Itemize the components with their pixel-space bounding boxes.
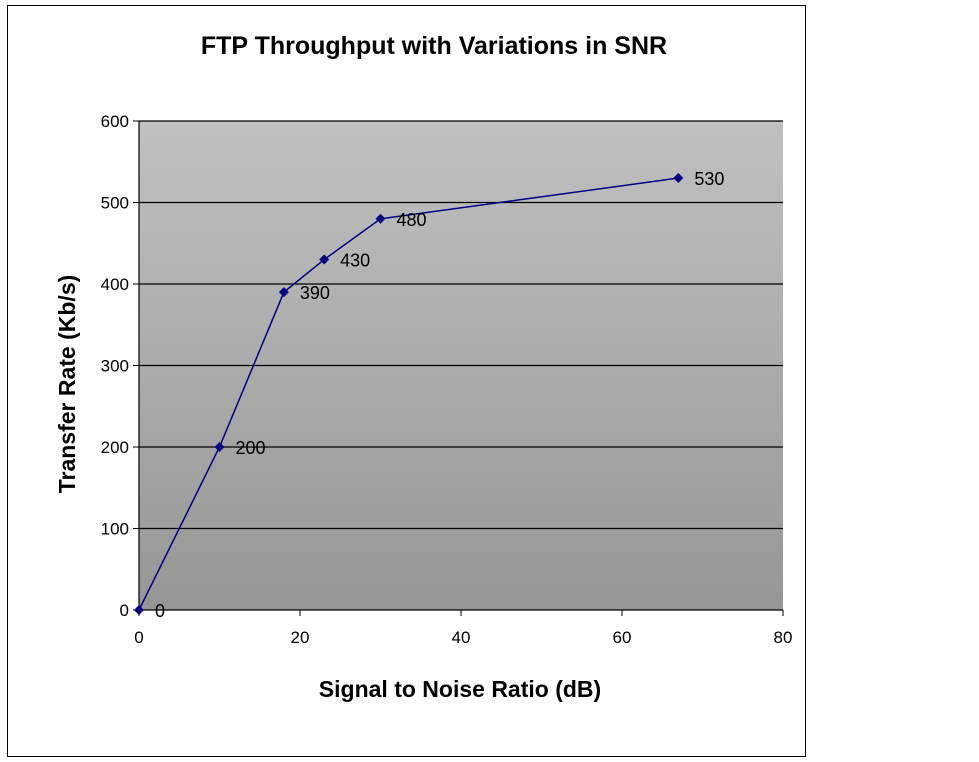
chart-title: FTP Throughput with Variations in SNR	[201, 32, 667, 60]
data-label: 530	[694, 169, 724, 189]
data-label: 0	[155, 601, 165, 621]
y-tick-label: 100	[101, 520, 129, 539]
data-label: 200	[236, 438, 266, 458]
data-point	[214, 442, 225, 452]
y-tick-label: 200	[101, 438, 129, 457]
data-point	[673, 173, 684, 184]
y-axis-title: Transfer Rate (Kb/s)	[54, 275, 80, 494]
data-label: 430	[340, 251, 370, 271]
chart-svg: FTP Throughput with Variations in SNR Si…	[54, 32, 793, 702]
data-point	[134, 605, 144, 615]
y-tick-label: 300	[101, 357, 129, 376]
y-tick-label: 0	[120, 601, 129, 620]
y-tick-label: 500	[101, 194, 129, 213]
x-tick-label: 40	[452, 628, 471, 647]
series-line	[138, 177, 679, 611]
x-tick-label: 80	[774, 628, 793, 647]
x-tick-label: 20	[291, 628, 310, 647]
x-tick-label: 0	[134, 628, 143, 647]
plot-area: 0 100 200 300 400 500 600 0 20 40 60 80 0 200 390 430 48…	[101, 112, 793, 647]
x-tick-label: 60	[613, 628, 632, 647]
x-axis-title: Signal to Noise Ratio (dB)	[319, 676, 601, 702]
data-point	[375, 213, 386, 224]
y-tick-label: 400	[101, 275, 129, 294]
y-tick-label: 600	[101, 112, 129, 131]
chart-frame: FTP Throughput with Variations in SNR Si…	[7, 5, 806, 757]
data-label: 390	[300, 283, 330, 303]
data-label: 480	[397, 210, 427, 230]
data-point	[278, 287, 289, 298]
